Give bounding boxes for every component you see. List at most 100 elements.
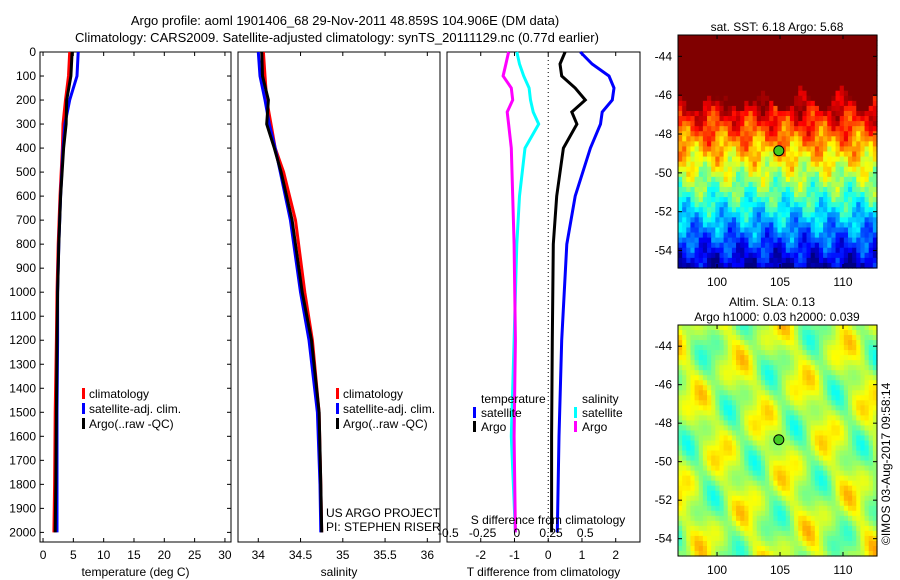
- legend-swatch: [82, 403, 85, 414]
- map-cell: [682, 50, 687, 56]
- map-cell: [856, 65, 862, 72]
- lat-tick-label: -52: [655, 205, 673, 219]
- map-cell: [802, 80, 808, 87]
- map-cell: [789, 171, 795, 178]
- map-cell: [785, 365, 791, 371]
- map-cell: [856, 420, 862, 427]
- map-cell: [777, 55, 783, 61]
- map-cell: [856, 181, 862, 188]
- map-cell: [678, 525, 683, 532]
- map-cell: [864, 345, 870, 351]
- map-cell: [827, 405, 832, 411]
- map-cell: [756, 460, 762, 467]
- map-cell: [740, 550, 745, 557]
- map-cell: [802, 100, 808, 107]
- map-cell: [794, 232, 799, 239]
- map-cell: [765, 410, 770, 416]
- map-cell: [715, 110, 721, 117]
- map-cell: [715, 465, 721, 472]
- map-cell: [731, 141, 737, 148]
- map-cell: [756, 252, 762, 259]
- map-cell: [814, 370, 820, 376]
- map-cell: [715, 380, 721, 386]
- map-cell: [702, 35, 708, 41]
- map-cell: [752, 197, 758, 203]
- map-cell: [777, 171, 783, 178]
- map-cell: [810, 202, 816, 208]
- map-cell: [835, 176, 841, 183]
- map-cell: [711, 161, 716, 168]
- map-cell: [765, 365, 770, 371]
- map-cell: [810, 212, 816, 218]
- map-cell: [872, 375, 878, 381]
- map-cell: [723, 237, 729, 244]
- map-cell: [789, 45, 795, 51]
- map-cell: [715, 470, 721, 477]
- map-cell: [769, 415, 774, 422]
- map-cell: [835, 325, 841, 331]
- map-cell: [719, 445, 725, 452]
- map-cell: [727, 345, 733, 351]
- map-cell: [814, 375, 820, 381]
- map-cell: [727, 110, 733, 117]
- map-cell: [760, 325, 766, 331]
- map-cell: [789, 141, 795, 148]
- map-cell: [723, 65, 729, 72]
- map-cell: [740, 207, 745, 213]
- map-cell: [831, 70, 837, 77]
- map-cell: [690, 110, 696, 117]
- map-cell: [785, 121, 791, 127]
- map-cell: [723, 485, 729, 492]
- map-cell: [789, 370, 795, 376]
- map-cell: [686, 121, 692, 127]
- map-cell: [818, 495, 824, 502]
- map-cell: [702, 500, 708, 507]
- map-cell: [736, 450, 741, 457]
- map-cell: [802, 485, 808, 492]
- map-cell: [694, 505, 700, 512]
- map-cell: [860, 510, 866, 517]
- map-cell: [748, 166, 754, 173]
- map-cell: [868, 480, 874, 487]
- map-cell: [760, 375, 766, 381]
- map-cell: [798, 136, 803, 142]
- map-cell: [727, 131, 733, 137]
- map-cell: [777, 380, 783, 386]
- map-cell: [744, 166, 750, 173]
- map-cell: [740, 242, 745, 249]
- map-cell: [748, 405, 754, 411]
- map-cell: [736, 202, 741, 208]
- map-cell: [698, 330, 704, 336]
- map-cell: [731, 355, 737, 361]
- map-cell: [847, 325, 853, 331]
- map-cell: [777, 126, 783, 132]
- map-cell: [690, 340, 696, 346]
- map-cell: [719, 207, 725, 213]
- map-cell: [686, 525, 692, 532]
- map-cell: [678, 415, 683, 422]
- map-cell: [752, 242, 758, 249]
- map-cell: [698, 325, 704, 331]
- map-cell: [694, 410, 700, 416]
- map-cell: [847, 490, 853, 497]
- map-cell: [814, 390, 820, 396]
- map-cell: [736, 480, 741, 487]
- map-cell: [682, 540, 687, 547]
- map-cell: [727, 45, 733, 51]
- map-cell: [744, 365, 750, 371]
- map-cell: [872, 445, 878, 452]
- map-cell: [810, 166, 816, 173]
- map-cell: [760, 335, 766, 341]
- map-cell: [827, 445, 832, 452]
- map-cell: [785, 485, 791, 492]
- map-cell: [860, 420, 866, 427]
- map-cell: [715, 395, 721, 401]
- map-cell: [765, 445, 770, 452]
- map-cell: [868, 181, 874, 188]
- map-cell: [810, 207, 816, 213]
- map-cell: [823, 121, 828, 127]
- map-cell: [760, 435, 766, 442]
- map-cell: [798, 510, 803, 517]
- map-cell: [835, 242, 841, 249]
- map-cell: [744, 520, 750, 527]
